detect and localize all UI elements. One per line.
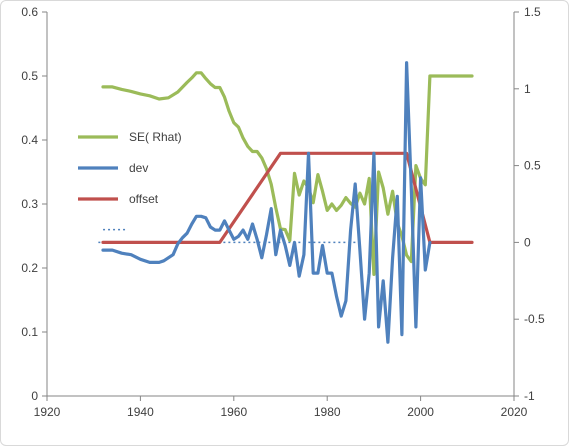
x-tick-label: 1920 xyxy=(34,405,61,419)
legend: SE( Rhat) dev offset xyxy=(78,130,182,206)
y-right-tick-label: 0 xyxy=(524,235,531,249)
y-left-tick-label: 0 xyxy=(31,389,38,403)
series-line-dev xyxy=(101,61,432,344)
y-left-tick-label: 0.4 xyxy=(21,133,38,147)
y-left-tick-label: 0.3 xyxy=(21,197,38,211)
y-right-tick-label: -1 xyxy=(524,389,535,403)
x-tick-label: 2020 xyxy=(501,405,528,419)
series-line-se-rhat xyxy=(101,71,474,276)
legend-label-offset: offset xyxy=(129,192,159,206)
x-tick-label: 1940 xyxy=(127,405,154,419)
x-tick-label: 2000 xyxy=(407,405,434,419)
y-left-tick-label: 0.5 xyxy=(21,69,38,83)
legend-label-se-rhat: SE( Rhat) xyxy=(129,130,182,144)
y-left-tick-label: 0.6 xyxy=(21,5,38,19)
reference-lines xyxy=(98,228,360,244)
tick-marks xyxy=(42,11,519,401)
y-right-tick-label: 1 xyxy=(524,82,531,96)
axes xyxy=(46,12,515,397)
y-right-tick-label: 0.5 xyxy=(524,159,541,173)
legend-label-dev: dev xyxy=(129,161,148,175)
x-tick-label: 1980 xyxy=(314,405,341,419)
series-line-offset xyxy=(101,151,474,244)
x-tick-label: 1960 xyxy=(220,405,247,419)
y-right-tick-label: -0.5 xyxy=(524,312,545,326)
y-right-tick-label: 1.5 xyxy=(524,5,541,19)
y-left-tick-label: 0.2 xyxy=(21,261,38,275)
series-lines xyxy=(101,61,474,344)
y-left-tick-label: 0.1 xyxy=(21,325,38,339)
tick-labels: 1920 1940 1960 1980 2000 2020 0 0.1 0.2 0.3 0.4 0.5… xyxy=(21,5,545,419)
